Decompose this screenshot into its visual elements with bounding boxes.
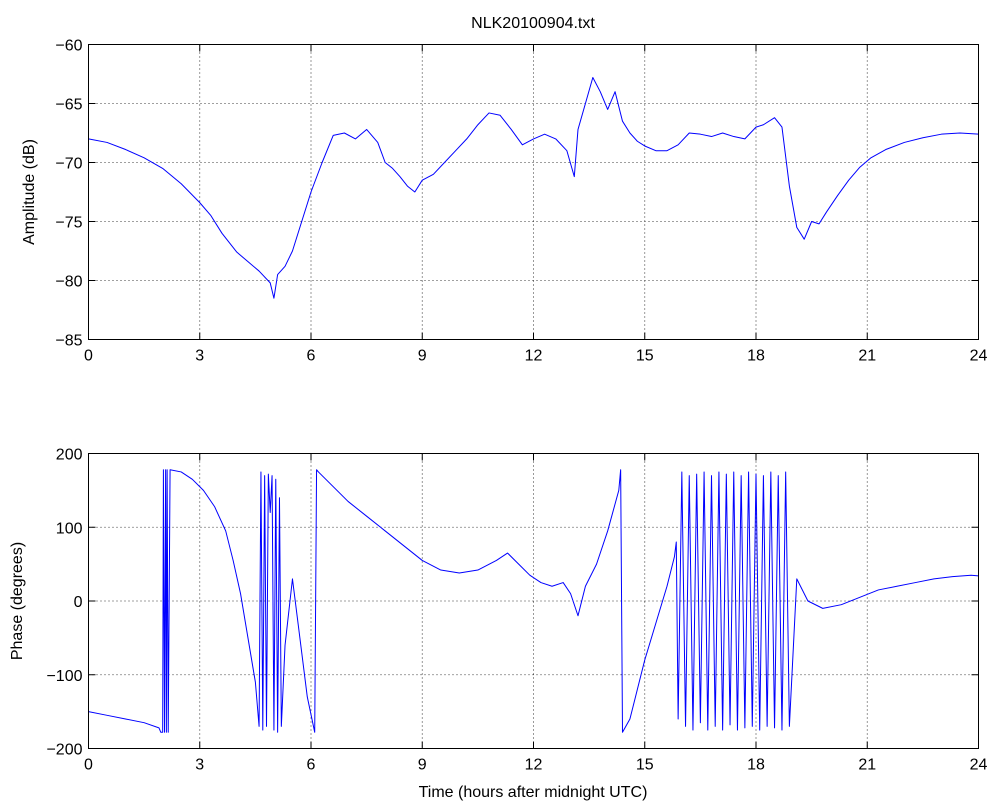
phase-x-tick-labels: 0 3 6 9 12 15 18 21 24: [84, 757, 987, 774]
amplitude-series-line: [88, 77, 979, 299]
x-tick-label: 12: [525, 757, 543, 774]
x-tick-label: 6: [307, 348, 316, 365]
x-tick-label: 21: [858, 757, 876, 774]
x-tick-label: 12: [525, 348, 543, 365]
phase-y-tick-labels: 200 100 0 −100 −200: [46, 447, 82, 759]
phase-y-axis-label: Phase (degrees): [9, 542, 26, 660]
y-tick-label: −70: [55, 156, 82, 173]
x-tick-label: 24: [970, 757, 988, 774]
y-tick-label: −80: [55, 274, 82, 291]
x-tick-label: 3: [195, 348, 204, 365]
phase-plot: 0 3 6 9 12 15 18 21 24 200 100 0 −100 −200 Phase (de…: [9, 447, 988, 802]
amplitude-y-axis-label: Amplitude (dB): [21, 139, 38, 245]
amplitude-x-tick-labels: 0 3 6 9 12 15 18 21 24: [84, 348, 987, 365]
y-tick-label: −75: [55, 215, 82, 232]
x-tick-label: 9: [418, 348, 427, 365]
x-tick-label: 15: [636, 348, 654, 365]
amplitude-plot-title: NLK20100904.txt: [471, 15, 595, 32]
amplitude-y-tick-labels: −60 −65 −70 −75 −80 −85: [55, 38, 82, 350]
amplitude-plot: NLK20100904.txt 0 3 6 9 12 15 18 21 24 −60 −65 −70…: [21, 15, 988, 365]
x-tick-label: 3: [195, 757, 204, 774]
y-tick-label: 0: [74, 594, 83, 611]
x-tick-label: 0: [84, 757, 93, 774]
amplitude-ticks: [88, 44, 979, 340]
phase-x-axis-label: Time (hours after midnight UTC): [419, 784, 648, 801]
y-tick-label: 200: [56, 447, 83, 464]
y-tick-label: −85: [55, 333, 82, 350]
y-tick-label: −65: [55, 97, 82, 114]
x-tick-label: 15: [636, 757, 654, 774]
amplitude-grid: [88, 44, 979, 340]
phase-ticks: [88, 453, 979, 749]
y-tick-label: 100: [56, 520, 83, 537]
x-tick-label: 24: [970, 348, 988, 365]
phase-grid: [88, 453, 979, 749]
x-tick-label: 0: [84, 348, 93, 365]
x-tick-label: 18: [747, 757, 765, 774]
y-tick-label: −100: [46, 668, 82, 685]
x-tick-label: 18: [747, 348, 765, 365]
x-tick-label: 6: [307, 757, 316, 774]
x-tick-label: 9: [418, 757, 427, 774]
x-tick-label: 21: [858, 348, 876, 365]
y-tick-label: −200: [46, 742, 82, 759]
phase-series-line: [88, 469, 979, 733]
y-tick-label: −60: [55, 38, 82, 55]
